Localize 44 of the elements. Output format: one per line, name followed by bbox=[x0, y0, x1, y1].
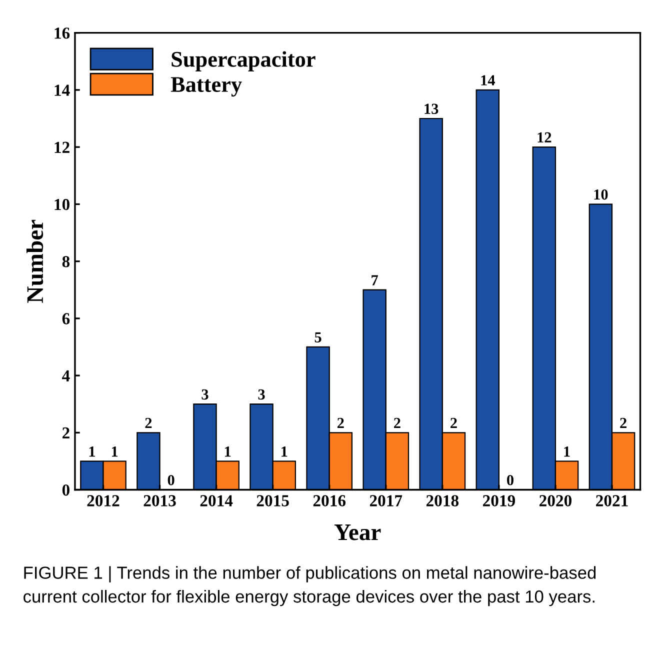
x-tick-label: 2016 bbox=[313, 495, 346, 506]
data-label: 5 bbox=[314, 332, 322, 342]
data-label: 1 bbox=[282, 446, 288, 457]
y-tick-label: 0 bbox=[62, 484, 70, 496]
data-label: 10 bbox=[594, 189, 608, 200]
data-label: 3 bbox=[258, 389, 265, 400]
data-label: 2 bbox=[337, 418, 344, 428]
caption: FIGURE 1 | Trends in the number of publications on metal nanowire-based current collector for flexible energy storage devices over the past 10 years. bbox=[24, 566, 596, 606]
data-label: 1 bbox=[89, 446, 95, 457]
y-tick-label: 16 bbox=[54, 28, 70, 39]
y-tick-label: 10 bbox=[54, 198, 70, 210]
data-label: 2 bbox=[450, 418, 457, 428]
y-tick-label: 6 bbox=[62, 313, 70, 324]
y-axis-title: Number bbox=[26, 220, 44, 303]
data-label: 7 bbox=[372, 275, 378, 286]
legend-label: Battery bbox=[170, 77, 242, 97]
x-tick-label: 2020 bbox=[540, 495, 572, 506]
legend-label: Supercapacitor bbox=[172, 51, 316, 72]
data-label: 0 bbox=[168, 474, 174, 486]
data-label: 1 bbox=[225, 446, 231, 457]
x-tick-label: 2013 bbox=[144, 495, 176, 506]
y-tick-label: 2 bbox=[62, 427, 70, 438]
x-axis-title: Year bbox=[334, 524, 381, 540]
data-label: 0 bbox=[507, 474, 514, 486]
data-label: 1 bbox=[564, 446, 570, 457]
data-label: 13 bbox=[424, 104, 438, 114]
data-label: 2 bbox=[394, 418, 400, 428]
data-label: 14 bbox=[481, 75, 495, 86]
x-tick-label: 2021 bbox=[596, 495, 628, 506]
x-tick-label: 2014 bbox=[200, 495, 233, 506]
y-tick-label: 4 bbox=[62, 370, 70, 382]
data-label: 12 bbox=[538, 132, 552, 142]
data-label: 2 bbox=[620, 418, 626, 428]
y-tick-label: 8 bbox=[62, 256, 70, 268]
data-label: 1 bbox=[112, 446, 118, 457]
x-tick-label: 2018 bbox=[426, 495, 459, 506]
x-tick-label: 2012 bbox=[87, 495, 120, 506]
data-label: 3 bbox=[202, 389, 208, 400]
x-tick-label: 2017 bbox=[370, 495, 402, 506]
x-tick-label: 2015 bbox=[256, 495, 289, 506]
y-tick-label: 14 bbox=[54, 84, 70, 96]
data-label: 2 bbox=[145, 418, 152, 428]
x-tick-label: 2019 bbox=[482, 495, 516, 506]
y-tick-label: 12 bbox=[54, 142, 70, 153]
